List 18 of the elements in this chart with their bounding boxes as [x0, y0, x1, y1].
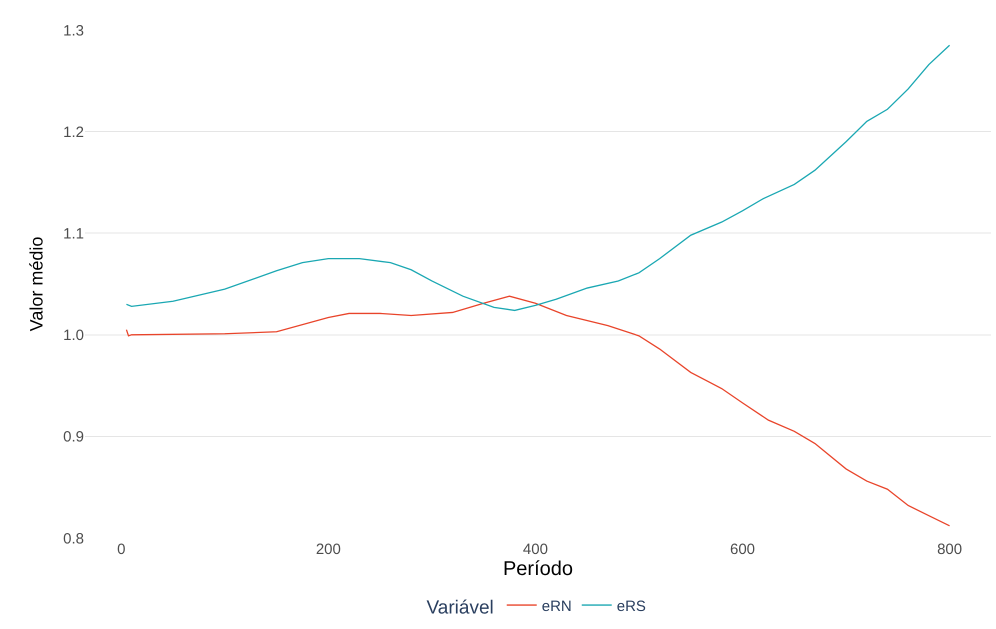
x-tick-label: 600 — [730, 541, 756, 558]
x-tick-label: 400 — [522, 541, 548, 558]
y-tick-label: 1.1 — [63, 225, 84, 242]
legend-title: Variável — [426, 598, 494, 618]
legend-label: eRN — [542, 598, 572, 615]
x-tick-label: 800 — [937, 541, 962, 558]
x-tick-label: 0 — [117, 541, 126, 558]
line-series — [126, 44, 950, 312]
y-axis-title: Valor médio — [26, 236, 46, 332]
y-tick-label: 1.3 — [63, 22, 84, 40]
line-series — [126, 296, 950, 526]
y-tick-label: 0.8 — [63, 530, 84, 548]
legend-label: eRS — [616, 598, 646, 615]
y-tick-label: 0.9 — [63, 428, 84, 446]
y-tick-label: 1.0 — [63, 327, 84, 344]
x-axis-title: Período — [502, 558, 574, 580]
x-tick-label: 200 — [316, 541, 341, 558]
y-tick-label: 1.2 — [63, 124, 84, 141]
